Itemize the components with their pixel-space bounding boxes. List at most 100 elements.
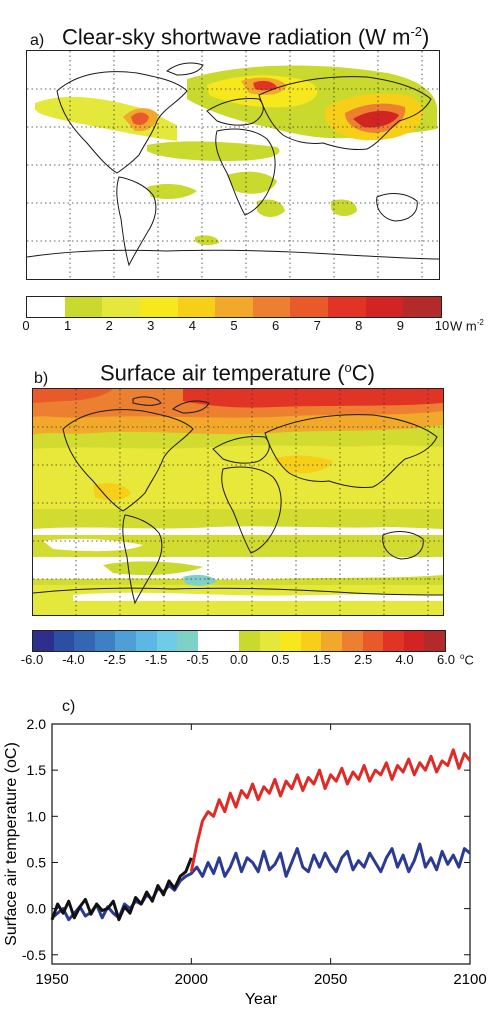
shortwave-colorbar-tick-label: 8 <box>355 318 363 333</box>
shortwave-colorbar-tick-label: 0 <box>22 318 30 333</box>
y-tick-label: 1.5 <box>27 762 47 778</box>
shortwave-coastlines <box>27 62 439 267</box>
temperature-colorbar-tick-label: 2.5 <box>354 652 373 667</box>
temperature-colorbar-swatch <box>383 631 404 651</box>
temperature-map-graphic <box>33 389 443 615</box>
temperature-colorbar-swatch <box>33 631 54 651</box>
temperature-colorbar-tick-label: 4.0 <box>395 652 414 667</box>
panel-b-title: Surface air temperature (oC) <box>100 360 375 386</box>
temperature-colorbar-tick-label: -4.0 <box>62 652 85 667</box>
shortwave-colorbar-tick-label: 4 <box>188 318 197 333</box>
x-axis-label: Year <box>245 991 278 1008</box>
temperature-colorbar-tick-label: 0.0 <box>229 652 249 667</box>
shortwave-colorbar-tick-label: 1 <box>63 318 72 333</box>
temperature-colorbar-tick-label: -6.0 <box>20 652 44 667</box>
temperature-colorbar-swatch <box>177 631 198 651</box>
chart-series <box>50 748 472 922</box>
y-tick-label: 1.0 <box>27 808 47 824</box>
shortwave-colorbar-tick-label: 6 <box>271 318 280 333</box>
temperature-colorbar-swatch <box>53 631 75 651</box>
panel-a-title-main: Clear-sky shortwave radiation (W m <box>62 24 411 50</box>
chart-frame <box>51 723 471 965</box>
x-tick-label: 2100 <box>453 971 486 988</box>
temperature-colorbar-ticks: -6.0 -4.0 -2.5 -1.5 -0.5 0.0 0.5 1.5 2.5 4.0 6.0 <box>21 652 455 668</box>
temperature-colorbar-swatch <box>259 631 281 651</box>
temperature-colorbar-swatch <box>197 631 219 651</box>
shortwave-colorbar-unit: W m-2 <box>450 318 484 333</box>
temperature-unit-text: C <box>464 652 474 668</box>
shortwave-colorbar-swatch <box>27 297 65 317</box>
panel-b-title-main: Surface air temperature ( <box>100 360 345 386</box>
temperature-colorbar-swatch <box>115 631 136 651</box>
shortwave-colorbar-tick-label: 3 <box>147 318 155 333</box>
temperature-colorbar-swatch <box>94 631 116 651</box>
plot-frame <box>51 723 471 965</box>
temperature-timeseries-chart: 1950 2000 2050 2100 -0.5 0.0 0.5 1.0 1.5 2.0 Year S… <box>3 716 487 1008</box>
shortwave-unit-sup: -2 <box>476 318 484 327</box>
shortwave-colorbar-swatch <box>365 297 404 317</box>
panel-b-title-end: C) <box>351 360 375 386</box>
temperature-colorbar-tick-label: -1.5 <box>144 652 168 667</box>
shortwave-unit-text: W m <box>450 318 477 334</box>
temperature-colorbar <box>32 630 446 652</box>
temperature-colorbar-tick-label: 6.0 <box>436 652 456 667</box>
series-line <box>50 857 193 922</box>
shortwave-colorbar-swatch <box>328 297 366 317</box>
shortwave-colorbar-tick-label: 9 <box>396 318 405 333</box>
y-tick-label: -0.5 <box>22 947 46 963</box>
temperature-anomaly-fill <box>33 389 443 615</box>
shortwave-colorbar-swatch <box>64 297 103 317</box>
temperature-colorbar-tick-label: -0.5 <box>186 652 209 667</box>
y-axis-label: Surface air temperature (oC) <box>3 742 20 946</box>
shortwave-radiation-map <box>26 50 440 280</box>
chart-axes: 1950 2000 2050 2100 -0.5 0.0 0.5 1.0 1.5 2.0 Year S… <box>3 716 487 1008</box>
temperature-colorbar-swatch <box>362 631 384 651</box>
shortwave-colorbar-tick-label: 7 <box>313 318 321 333</box>
temperature-colorbar-swatch <box>321 631 342 651</box>
shortwave-colorbar-swatch <box>290 297 329 317</box>
shortwave-map-grid <box>27 51 439 279</box>
shortwave-colorbar-swatch <box>215 297 253 317</box>
shortwave-anomaly-fill <box>35 65 437 246</box>
shortwave-map-graphic <box>27 51 439 279</box>
temperature-colorbar-swatch <box>280 631 301 651</box>
temperature-map-grid <box>33 389 443 615</box>
shortwave-colorbar-tick-label: 5 <box>230 318 238 333</box>
shortwave-colorbar-tick-label: 10 <box>434 318 450 333</box>
temperature-coastlines <box>33 396 443 605</box>
temperature-colorbar-swatch <box>424 631 445 651</box>
temperature-colorbar-swatch <box>74 631 95 651</box>
panel-b-title-sup: o <box>344 360 352 375</box>
x-tick-label: 2050 <box>314 971 347 988</box>
y-tick-label: 2.0 <box>27 716 47 732</box>
panel-b-letter: b) <box>34 370 49 387</box>
shortwave-colorbar-swatch <box>102 297 140 317</box>
temperature-colorbar-swatch <box>300 631 322 651</box>
shortwave-colorbar-swatch <box>177 297 216 317</box>
temperature-colorbar-swatch <box>218 631 239 651</box>
panel-a-title: Clear-sky shortwave radiation (W m-2) <box>62 24 429 50</box>
x-tick-label: 1950 <box>35 971 68 988</box>
temperature-colorbar-swatch <box>156 631 178 651</box>
y-tick-label: 0.5 <box>27 854 47 870</box>
temperature-colorbar-unit: oC <box>460 652 474 667</box>
x-tick-label: 2000 <box>175 971 208 988</box>
temperature-map <box>32 388 444 616</box>
shortwave-colorbar-swatch <box>139 297 178 317</box>
temperature-colorbar-swatch <box>238 631 260 651</box>
series-line <box>189 748 472 872</box>
temperature-colorbar-tick-label: 0.5 <box>271 652 290 667</box>
temperature-colorbar-swatch <box>135 631 157 651</box>
panel-a-title-end: ) <box>422 24 430 50</box>
panel-a-letter: a) <box>30 32 45 49</box>
panel-a-title-sup: -2 <box>410 24 422 39</box>
shortwave-colorbar <box>26 296 442 318</box>
temperature-colorbar-tick-label: 1.5 <box>312 652 331 667</box>
panel-c-letter: c) <box>62 698 76 715</box>
temperature-colorbar-swatch <box>341 631 363 651</box>
y-tick-label: 0.0 <box>27 901 47 917</box>
temperature-unit-sup: o <box>460 652 465 661</box>
temperature-colorbar-tick-label: -2.5 <box>103 652 126 667</box>
shortwave-colorbar-swatch <box>403 297 442 317</box>
shortwave-colorbar-ticks: 0 1 2 3 4 5 6 7 8 9 10 <box>22 318 449 334</box>
